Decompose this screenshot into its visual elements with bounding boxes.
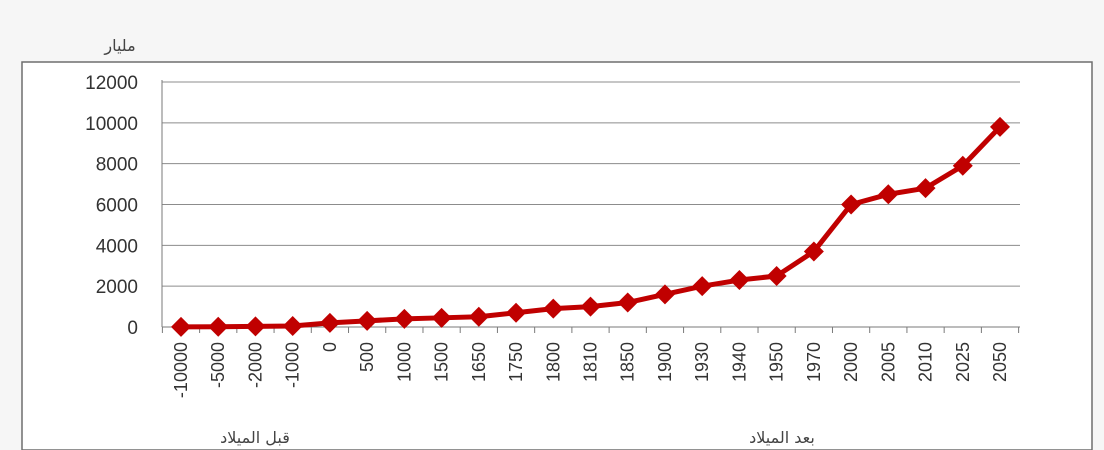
x-tick-label: 1950 bbox=[767, 342, 787, 382]
data-point-marker bbox=[431, 307, 452, 328]
data-point-marker bbox=[990, 116, 1010, 137]
series-layer bbox=[171, 116, 1010, 337]
data-point-marker bbox=[245, 316, 266, 337]
x-tick-label: 1650 bbox=[469, 342, 489, 382]
data-point-marker bbox=[208, 316, 229, 337]
data-point-marker bbox=[357, 310, 378, 331]
data-point-marker bbox=[952, 155, 973, 176]
x-tick-label: -5000 bbox=[208, 342, 228, 388]
y-tick-label: 6000 bbox=[96, 196, 138, 217]
x-tick-label: 1900 bbox=[655, 342, 675, 382]
x-tick-label: -10000 bbox=[171, 342, 191, 398]
era-label-before: قبل الميلاد bbox=[220, 428, 290, 447]
data-point-marker bbox=[319, 312, 340, 333]
x-tick-label: 2010 bbox=[916, 342, 936, 382]
chart-frame bbox=[21, 61, 1093, 450]
data-point-marker bbox=[766, 265, 787, 286]
x-tick-labels: -10000 -5000 -2000 -1000 0 500 1000 1500 1650 175… bbox=[171, 342, 1010, 398]
y-tick-label: 10000 bbox=[85, 114, 138, 135]
x-tick-label: 2000 bbox=[841, 342, 861, 382]
data-point-marker bbox=[729, 270, 750, 291]
y-tick-label: 2000 bbox=[96, 277, 138, 298]
data-point-marker bbox=[394, 308, 415, 329]
data-point-marker bbox=[171, 316, 191, 337]
x-tick-label: 1850 bbox=[618, 342, 638, 382]
x-tick-label: 1810 bbox=[581, 342, 601, 382]
x-tick-label: 1750 bbox=[506, 342, 526, 382]
y-tick-label: 12000 bbox=[85, 73, 138, 94]
data-point-marker bbox=[841, 194, 862, 215]
x-tick-label: -1000 bbox=[283, 342, 303, 388]
data-point-marker bbox=[282, 315, 303, 336]
y-tick-label: 8000 bbox=[96, 155, 138, 176]
x-tick-label: 1940 bbox=[729, 342, 749, 382]
data-point-marker bbox=[878, 184, 899, 205]
data-point-marker bbox=[654, 284, 675, 305]
data-point-marker bbox=[692, 276, 713, 297]
x-tick-label: 500 bbox=[357, 342, 377, 372]
x-tick-label: 1930 bbox=[692, 342, 712, 382]
data-point-marker bbox=[468, 306, 489, 327]
x-tick-label: 0 bbox=[320, 342, 340, 352]
x-tick-label: 2005 bbox=[878, 342, 898, 382]
y-tick-labels: 0 2000 4000 6000 8000 10000 12000 bbox=[85, 73, 138, 339]
x-tick-label: 2050 bbox=[990, 342, 1010, 382]
y-tick-label: 0 bbox=[127, 318, 138, 339]
x-tick-label: 1000 bbox=[394, 342, 414, 382]
x-tick-label: 1970 bbox=[804, 342, 824, 382]
era-label-after: بعد الميلاد bbox=[749, 428, 815, 447]
y-axis-title: مليار bbox=[103, 36, 135, 56]
data-point-marker bbox=[915, 178, 936, 199]
data-point-marker bbox=[617, 292, 638, 313]
x-tick-label: 1500 bbox=[432, 342, 452, 382]
x-tick-label: 1800 bbox=[543, 342, 563, 382]
x-tick-label: 2025 bbox=[953, 342, 973, 382]
data-point-marker bbox=[580, 296, 601, 317]
x-tick-label: -2000 bbox=[245, 342, 265, 388]
data-point-marker bbox=[506, 302, 527, 323]
data-point-marker bbox=[543, 298, 564, 319]
gridlines bbox=[162, 81, 1020, 287]
data-point-marker bbox=[803, 241, 824, 262]
y-tick-label: 4000 bbox=[96, 236, 138, 257]
